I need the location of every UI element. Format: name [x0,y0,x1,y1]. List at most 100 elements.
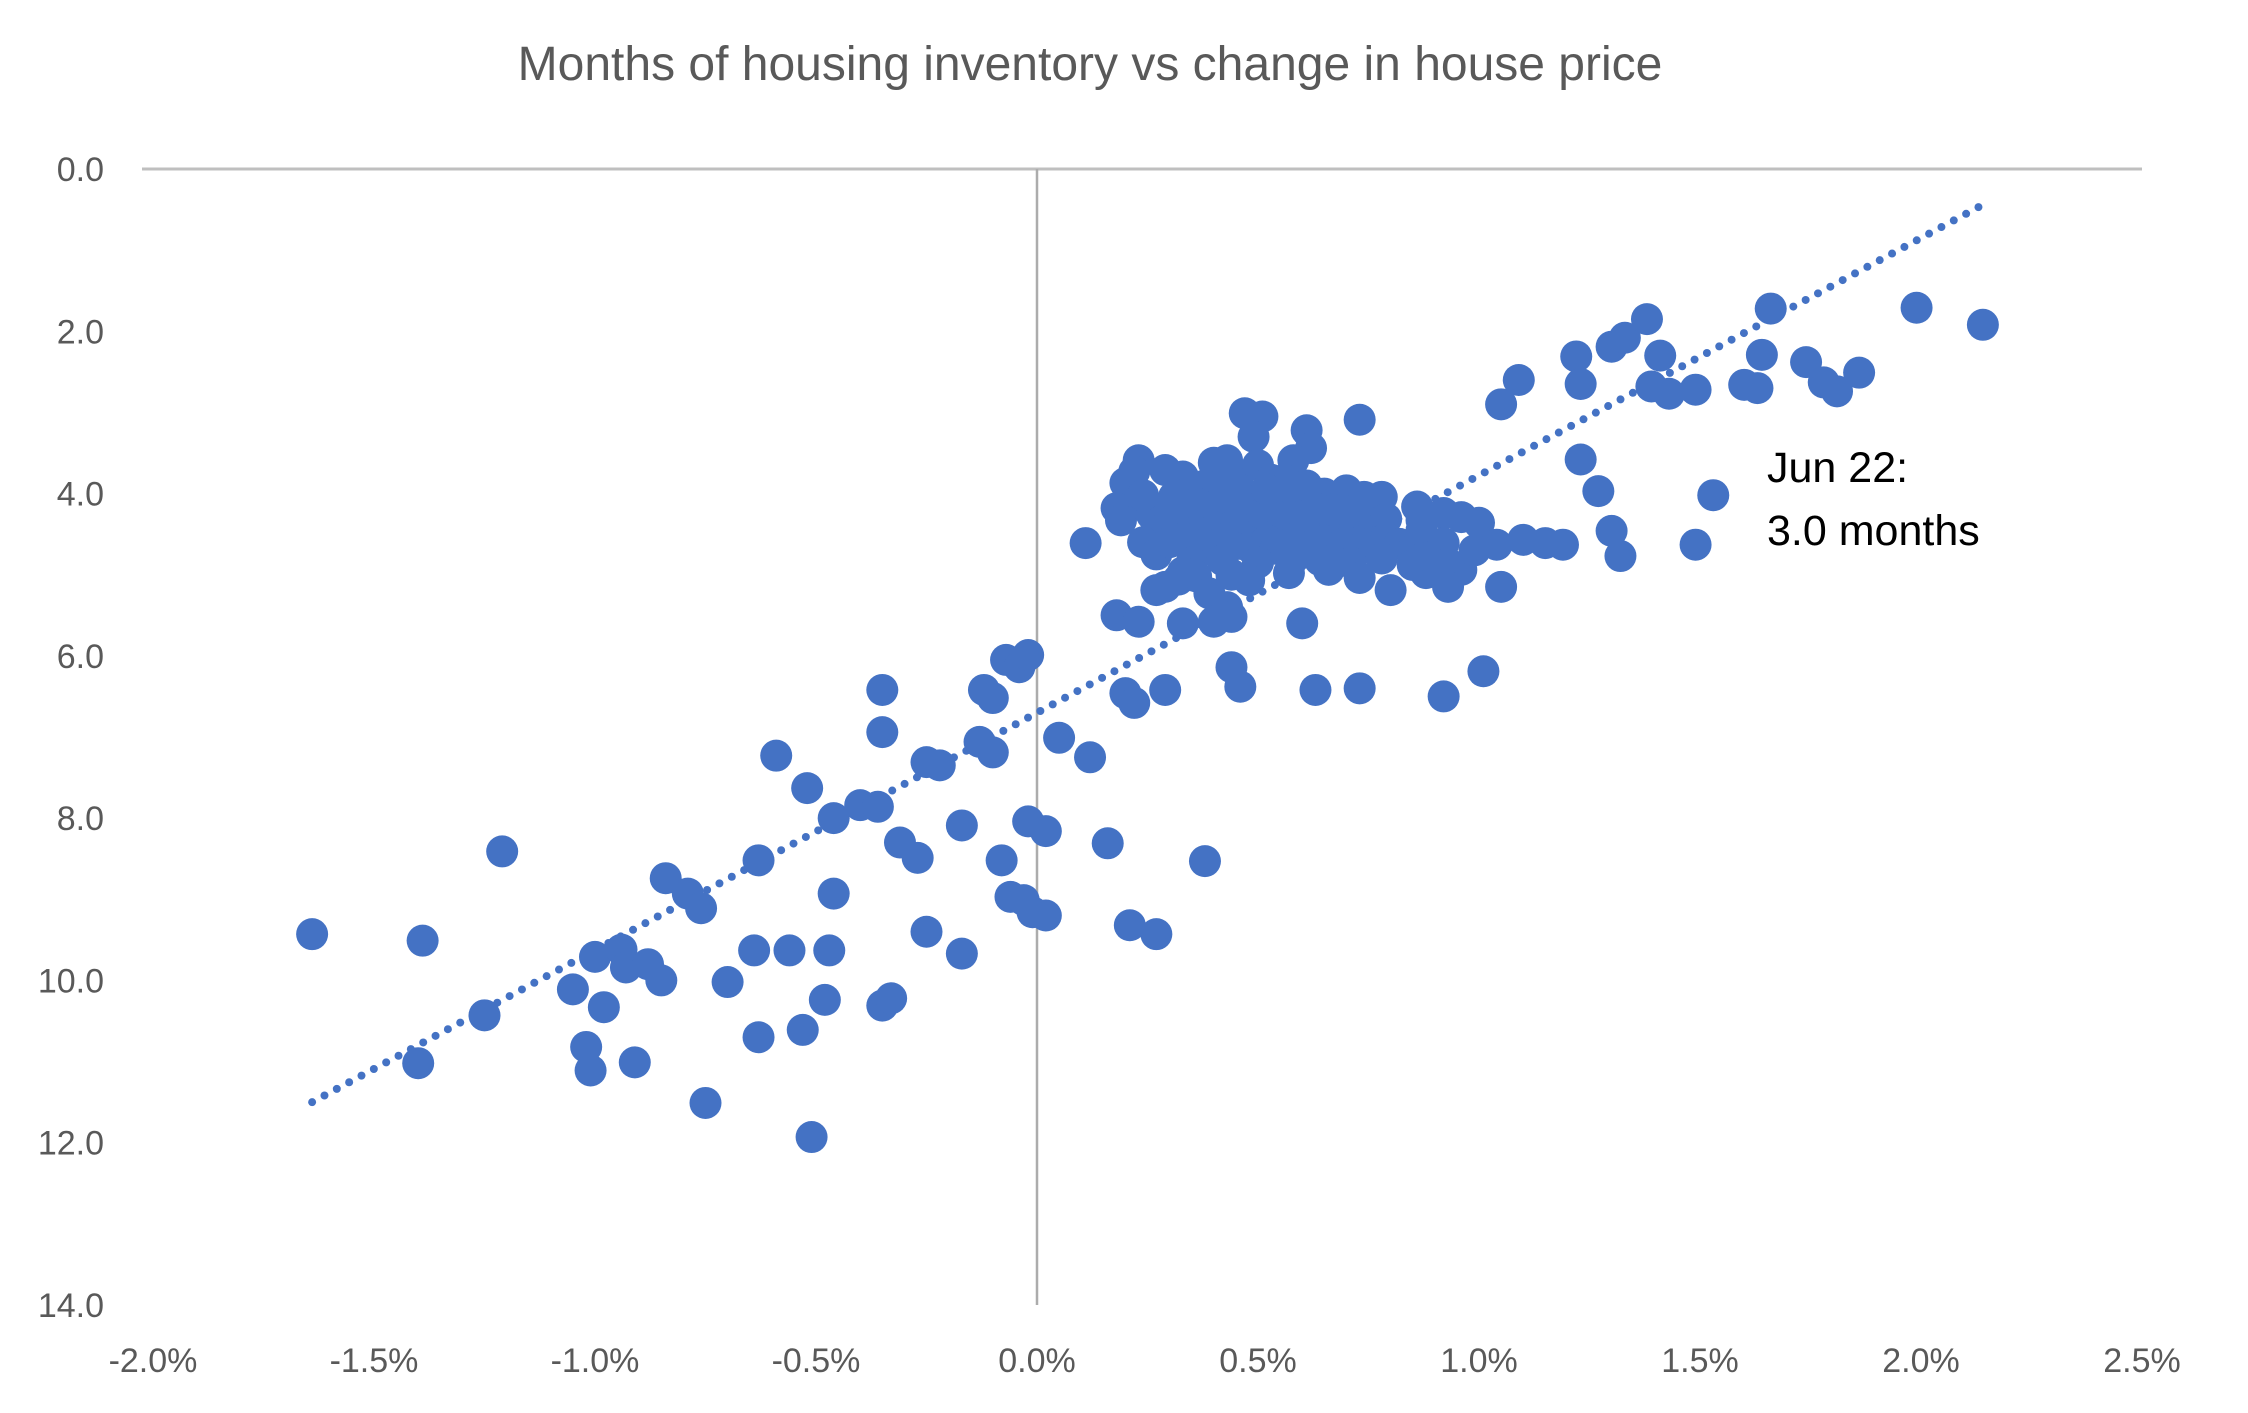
data-point [1467,655,1500,688]
trendline-dot [1925,229,1934,238]
trendline-dot [1826,282,1835,291]
data-point [866,673,899,706]
trendline-dot [1036,706,1045,715]
data-point [1564,443,1597,476]
data-point [645,964,678,997]
trendline-dot [394,1051,403,1060]
trendline-dot [703,885,712,894]
data-point [791,772,824,805]
trendline-dot [1554,428,1563,437]
data-point [556,973,589,1006]
x-tick-label: 1.5% [1661,1342,1739,1380]
y-tick-label: 12.0 [38,1125,104,1163]
data-point [1630,303,1663,336]
data-point [1104,504,1137,537]
data-point [1299,673,1332,706]
x-tick-label: -0.5% [772,1342,861,1380]
trendline-dot [1517,448,1526,457]
data-point [742,1021,775,1054]
trendline-dot [1801,295,1810,304]
data-point [1043,721,1076,754]
data-point [1233,564,1266,597]
data-point [1272,557,1305,590]
data-point [795,1121,828,1154]
data-point [1122,605,1155,638]
data-point [1286,607,1319,640]
data-point [1821,375,1854,408]
data-point [976,682,1009,715]
data-point [1595,514,1628,547]
data-point [579,940,611,973]
trendline-dot [629,925,638,934]
data-point [1118,686,1151,719]
data-point [1224,473,1257,506]
data-point [1679,373,1712,406]
data-point [1485,570,1518,603]
data-point [1343,561,1376,594]
trendline-dot [332,1084,341,1093]
trendline-dot [1604,402,1613,411]
data-point [1343,672,1376,705]
data-point [786,1013,819,1046]
trendline-dot [1579,415,1588,424]
trendline-dot [1530,441,1539,450]
annotation-line-2: 3.0 months [1767,507,1980,555]
data-point [1029,815,1062,848]
data-point [1741,372,1774,405]
y-tick-label: 8.0 [57,800,104,838]
data-point [1679,528,1712,561]
trendline-dot [1875,256,1884,265]
data-point [1166,556,1199,589]
trendline-dot [542,972,551,981]
trendline-dot [1098,673,1107,682]
data-point [1432,570,1465,603]
trendline-dot [888,786,897,795]
chart-title: Months of housing inventory vs change in… [518,38,1663,91]
trendline-dot [1690,355,1699,364]
data-point [1069,527,1102,560]
trendline-dot [1962,209,1971,218]
data-point [1427,680,1460,713]
trendline-dot [801,832,810,841]
data-point [1900,291,1933,324]
data-point [296,918,329,951]
data-point [1153,493,1186,526]
trendline-dot [517,985,526,994]
data-point [1343,403,1376,436]
trendline-dot [1493,461,1502,470]
trendline-dot [777,846,786,855]
data-point [738,934,771,967]
trendline-dot [1789,302,1798,311]
trendline-dot [567,958,576,967]
data-point [1653,377,1686,410]
data-point [468,999,501,1032]
data-point [1188,845,1221,878]
data-point [1502,363,1535,396]
trendline-dot [641,919,650,928]
trendline-dot [1678,362,1687,371]
data-point [1334,495,1367,528]
trendline-dot [369,1064,378,1073]
trendline-dot [382,1058,391,1067]
trendline-dot [727,872,736,881]
trendline-dot [1542,435,1551,444]
data-point [808,983,841,1016]
x-tick-label: 0.5% [1219,1342,1297,1380]
trendline-dot [1616,395,1625,404]
data-point [1149,673,1182,706]
data-point [945,809,978,842]
trendline-dot [554,965,563,974]
data-point [1029,899,1062,932]
data-point [1290,469,1323,502]
data-point [1365,542,1398,575]
data-point [1644,339,1677,372]
data-point [910,915,943,948]
trendline-dot [1752,322,1761,331]
data-point [1546,528,1579,561]
data-point [976,736,1009,769]
trendline-dot [1974,203,1983,212]
x-tick-label: 1.0% [1440,1342,1518,1380]
trendline-dot [320,1091,329,1100]
trendline-dot [1073,687,1082,696]
